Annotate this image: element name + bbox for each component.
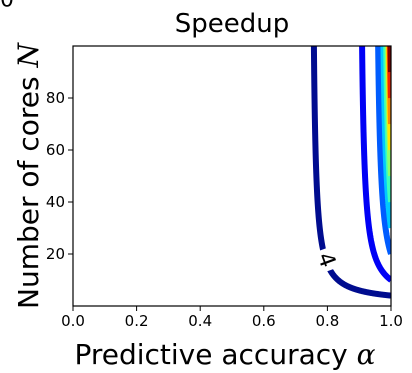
x-tick-label: 0.4: [188, 312, 212, 330]
contour-line-10: [359, 46, 391, 283]
y-axis-label: Number of cores N: [12, 42, 45, 309]
contour-line-20: [375, 46, 391, 255]
plot-frame: [72, 45, 392, 307]
y-tick-label: 60: [46, 141, 65, 159]
contour-label-gap-80: [0, 0, 18, 12]
contour-label-gap-4: [310, 245, 341, 275]
y-tick-label: 40: [46, 193, 65, 211]
y-tick-label: 80: [46, 89, 65, 107]
y-axis-label-text: Number of cores: [12, 76, 45, 309]
chart-title: Speedup: [175, 9, 290, 39]
x-tick-label: 1.0: [379, 312, 403, 330]
y-axis-ticks: 20 40 60 80: [46, 89, 73, 263]
x-axis-label: Predictive accuracy α: [74, 338, 375, 371]
x-axis-ticks: 0.0 0.2 0.4 0.6 0.8 1.0: [61, 306, 403, 330]
x-tick-label: 0.0: [61, 312, 85, 330]
x-axis-label-symbol: α: [357, 338, 376, 371]
x-axis-label-text: Predictive accuracy: [74, 338, 347, 371]
contour-label-group-4: 4: [310, 245, 341, 275]
contour-labels: 41020304050607080: [0, 0, 341, 275]
x-tick-label: 0.2: [125, 312, 149, 330]
x-tick-label: 0.6: [252, 312, 276, 330]
y-axis-label-symbol: N: [12, 42, 45, 69]
x-tick-label: 0.8: [315, 312, 339, 330]
y-tick-label: 20: [46, 245, 65, 263]
contour-label-80: 80: [0, 0, 14, 13]
contour-label-group-80: 80: [0, 0, 18, 13]
